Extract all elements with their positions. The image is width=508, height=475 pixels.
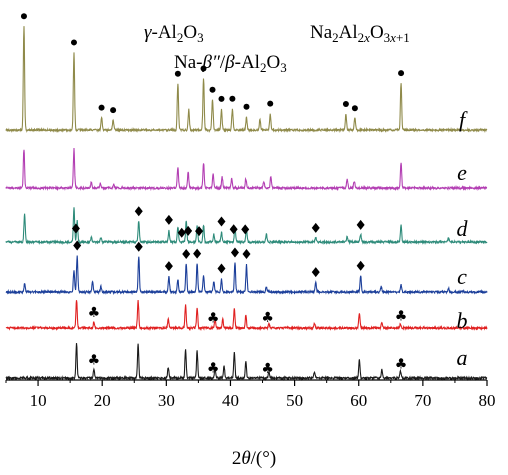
diamond-marker-c-1 <box>134 241 143 252</box>
legend-entry-na-beta-al2o3: Na-β″/β-Al2O3 <box>174 52 287 75</box>
legend-entry-gamma-al2o3: γ-Al2O3 <box>144 22 204 45</box>
diamond-marker-c-9 <box>356 260 365 271</box>
diamond-marker-d-1 <box>134 206 143 217</box>
diamond-marker-c-2 <box>164 261 173 272</box>
dot-marker-f-0 <box>20 13 27 20</box>
curve-label-d: d <box>457 216 469 241</box>
dot-marker-f-5 <box>200 65 207 72</box>
x-tick-label-80: 80 <box>479 391 496 410</box>
markers-group: ♣ ♣ ♣ ♣ ♣ ♣ ♣ ♣ <box>20 13 408 377</box>
x-tick-label-10: 10 <box>30 391 47 410</box>
club-marker-b-1: ♣ <box>207 311 220 327</box>
dot-marker-f-4 <box>174 70 181 77</box>
curve-label-f: f <box>459 107 468 132</box>
x-tick-label-40: 40 <box>222 391 239 410</box>
dot-marker-f-9 <box>243 103 250 110</box>
diamond-marker-d-10 <box>356 219 365 230</box>
curve-label-a: a <box>457 345 468 370</box>
dot-marker-f-3 <box>110 107 117 114</box>
dot-marker-f-10 <box>267 100 274 107</box>
series-b-line <box>5 300 488 332</box>
diamond-marker-d-5 <box>195 226 204 237</box>
dot-marker-f-11 <box>342 101 349 108</box>
club-marker-a-1: ♣ <box>207 360 220 376</box>
series-group <box>5 26 488 382</box>
club-marker-a-2: ♣ <box>261 361 274 377</box>
series-a-line <box>5 343 488 382</box>
series-d-line <box>5 207 488 246</box>
dot-marker-f-12 <box>351 105 358 112</box>
curve-label-b: b <box>457 308 468 333</box>
diamond-marker-c-4 <box>193 248 202 259</box>
dot-marker-f-13 <box>398 70 405 77</box>
diamond-marker-d-7 <box>229 224 238 235</box>
diamond-marker-c-7 <box>242 249 251 260</box>
dot-marker-f-7 <box>218 95 225 102</box>
legend: γ-Al2O3 Na2Al2xO3x+1 Na-β″/β-Al2O3 <box>144 22 410 75</box>
diamond-marker-d-3 <box>177 227 186 238</box>
dot-marker-f-8 <box>229 95 236 102</box>
dot-marker-f-1 <box>70 39 77 46</box>
diamond-marker-d-6 <box>217 216 226 227</box>
x-tick-label-30: 30 <box>158 391 175 410</box>
series-c-line <box>5 255 488 296</box>
diamond-marker-c-3 <box>182 248 191 259</box>
club-marker-a-0: ♣ <box>88 352 101 368</box>
club-marker-b-3: ♣ <box>395 309 408 325</box>
diamond-marker-d-0 <box>71 223 80 234</box>
series-f-line <box>5 26 488 134</box>
x-tick-label-70: 70 <box>414 391 431 410</box>
dot-marker-f-6 <box>209 86 216 93</box>
x-tick-label-20: 20 <box>94 391 111 410</box>
club-marker-b-2: ♣ <box>261 310 274 326</box>
club-marker-a-3: ♣ <box>395 356 408 372</box>
x-axis-title: 2θ/(°) <box>232 448 276 469</box>
diamond-marker-c-8 <box>311 267 320 278</box>
diamond-marker-d-9 <box>311 222 320 233</box>
diamond-marker-c-6 <box>230 247 239 258</box>
legend-entry-na2al2xo3x1: Na2Al2xO3x+1 <box>310 22 410 45</box>
diamond-marker-c-0 <box>73 240 82 251</box>
dot-marker-f-2 <box>98 104 105 111</box>
x-axis: 10 20 30 40 50 60 70 80 <box>5 379 496 410</box>
curve-label-c: c <box>457 264 467 289</box>
diamond-marker-d-2 <box>164 214 173 225</box>
diamond-marker-c-5 <box>217 263 226 274</box>
diamond-marker-d-4 <box>184 225 193 236</box>
series-e-line <box>5 147 488 192</box>
diamond-marker-d-8 <box>241 224 250 235</box>
club-marker-b-0: ♣ <box>88 305 101 321</box>
x-tick-label-50: 50 <box>286 391 303 410</box>
x-tick-label-60: 60 <box>350 391 367 410</box>
curve-label-e: e <box>457 160 467 185</box>
